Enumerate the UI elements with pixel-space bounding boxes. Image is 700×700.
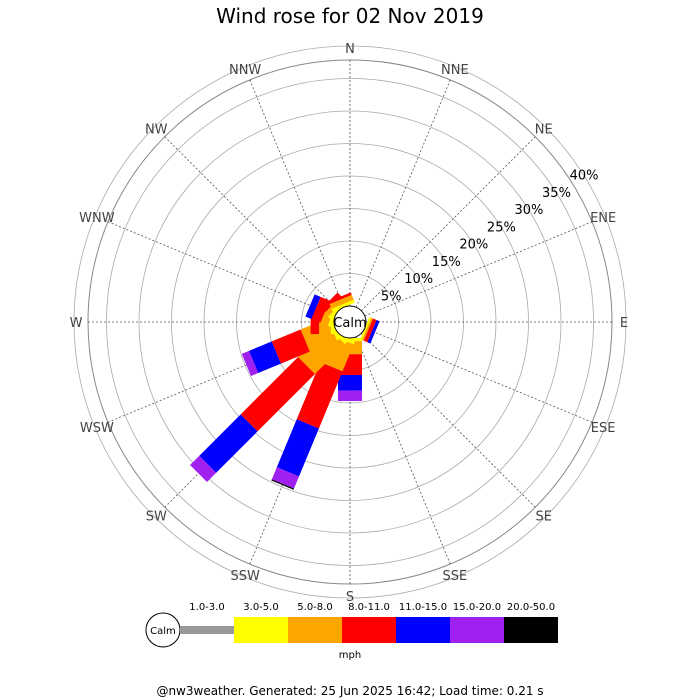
legend-swatch-8.0-11.0	[342, 617, 396, 643]
ring-label-25: 25%	[487, 220, 516, 235]
legend-units: mph	[339, 650, 361, 661]
dir-label-ssw: SSW	[230, 569, 260, 584]
ring-label-15: 15%	[432, 255, 461, 270]
spoke-se	[361, 333, 536, 508]
bar-nnw-5.0-8.0	[329, 294, 354, 309]
ring-35	[106, 78, 594, 566]
bar-ssw-20.0-50.0	[271, 479, 295, 490]
legend-swatch-5.0-8.0	[288, 617, 342, 643]
legend-label-3.0-5.0: 3.0-5.0	[243, 602, 278, 613]
legend-swatch-11.0-15.0	[396, 617, 450, 643]
bar-s-15.0-20.0	[338, 390, 362, 402]
legend-label-5.0-8.0: 5.0-8.0	[297, 602, 332, 613]
dir-label-nnw: NNW	[229, 63, 261, 78]
legend-label-11.0-15.0: 11.0-15.0	[399, 602, 447, 613]
bar-wnw-8.0-11.0	[311, 296, 330, 323]
spoke-nne	[355, 79, 451, 308]
spoke-wnw	[107, 221, 336, 317]
bar-ssw-11.0-15.0	[276, 419, 319, 477]
bar-ese-11.0-15.0	[367, 320, 380, 344]
legend-label-1.0-3.0: 1.0-3.0	[189, 602, 224, 613]
legend-label-20.0-50.0: 20.0-50.0	[507, 602, 555, 613]
legend-calm-label: Calm	[150, 626, 176, 637]
legend-label-8.0-11.0: 8.0-11.0	[348, 602, 390, 613]
footer-text: @nw3weather. Generated: 25 Jun 2025 16:4…	[156, 684, 544, 698]
calm-label: Calm	[333, 316, 366, 331]
dir-label-ne: NE	[535, 122, 553, 137]
bar-ssw-8.0-11.0	[296, 362, 343, 429]
bar-wsw-8.0-11.0	[271, 329, 310, 364]
dir-label-sw: SW	[146, 510, 167, 525]
dir-label-n: N	[345, 42, 355, 57]
spoke-nnw	[249, 79, 345, 308]
dir-label-wsw: WSW	[80, 421, 114, 436]
bar-sw-8.0-11.0	[240, 357, 315, 432]
bar-ssw-15.0-20.0	[271, 467, 299, 489]
bar-wnw-11.0-15.0	[305, 294, 321, 320]
bar-nnw-8.0-11.0	[328, 292, 352, 305]
dir-label-e: E	[620, 316, 628, 331]
ring-label-5: 5%	[381, 289, 402, 304]
ring-label-30: 30%	[514, 203, 543, 218]
legend-swatch-3.0-5.0	[234, 617, 288, 643]
dir-label-s: S	[346, 590, 354, 605]
bar-ese-5.0-8.0	[361, 317, 373, 341]
ring-25	[171, 143, 529, 501]
legend-swatch-1.0-3.0	[180, 626, 234, 634]
calm-center	[333, 305, 367, 339]
ring-labels: 5%10% 15% 20% 25% 30% 35% 40%	[381, 169, 599, 305]
legend-label-15.0-20.0: 15.0-20.0	[453, 602, 501, 613]
dir-label-ese: ESE	[591, 421, 616, 436]
bar-sw-15.0-20.0	[190, 455, 217, 482]
legend-swatch-20.0-50.0	[504, 617, 558, 643]
bar-sw-11.0-15.0	[199, 414, 258, 473]
spoke-sse	[355, 336, 451, 565]
direction-labels: N NNE NE ENE E ESE SE SSE S SSW SW WSW W WNW NW NNW	[70, 42, 629, 605]
bar-nnw-3.0-5.0	[331, 299, 355, 312]
ring-30	[138, 110, 562, 534]
speed-legend: Calm 1.0-3.0 3.0-5.0 5.0-8.0 8.0-11.0 11.0-15…	[145, 602, 558, 661]
dir-label-se: SE	[536, 510, 552, 525]
dir-label-w: W	[70, 316, 83, 331]
ring-label-10: 10%	[404, 272, 433, 287]
spoke-nw	[164, 136, 339, 311]
bar-wsw-15.0-20.0	[241, 350, 259, 377]
ring-label-35: 35%	[542, 186, 571, 201]
bar-ese-8.0-11.0	[363, 318, 377, 343]
spoke-ne	[361, 136, 536, 311]
bar-s-11.0-15.0	[338, 375, 362, 391]
calm-circle: Calm	[333, 305, 367, 339]
spoke-ene	[364, 221, 593, 317]
spoke-ese	[364, 327, 593, 423]
legend-swatch-15.0-20.0	[450, 617, 504, 643]
dir-label-sse: SSE	[442, 569, 467, 584]
wind-bars	[190, 292, 380, 490]
bar-ese-3.0-5.0	[360, 317, 372, 340]
dir-label-ene: ENE	[590, 211, 616, 226]
ring-label-20: 20%	[459, 238, 488, 253]
chart-title: Wind rose for 02 Nov 2019	[216, 4, 484, 28]
ring-40	[73, 45, 627, 599]
ring-label-40: 40%	[570, 169, 599, 184]
dir-label-nw: NW	[145, 122, 168, 137]
bar-wsw-11.0-15.0	[248, 341, 281, 374]
dir-label-nne: NNE	[441, 63, 469, 78]
dir-label-wnw: WNW	[79, 211, 115, 226]
